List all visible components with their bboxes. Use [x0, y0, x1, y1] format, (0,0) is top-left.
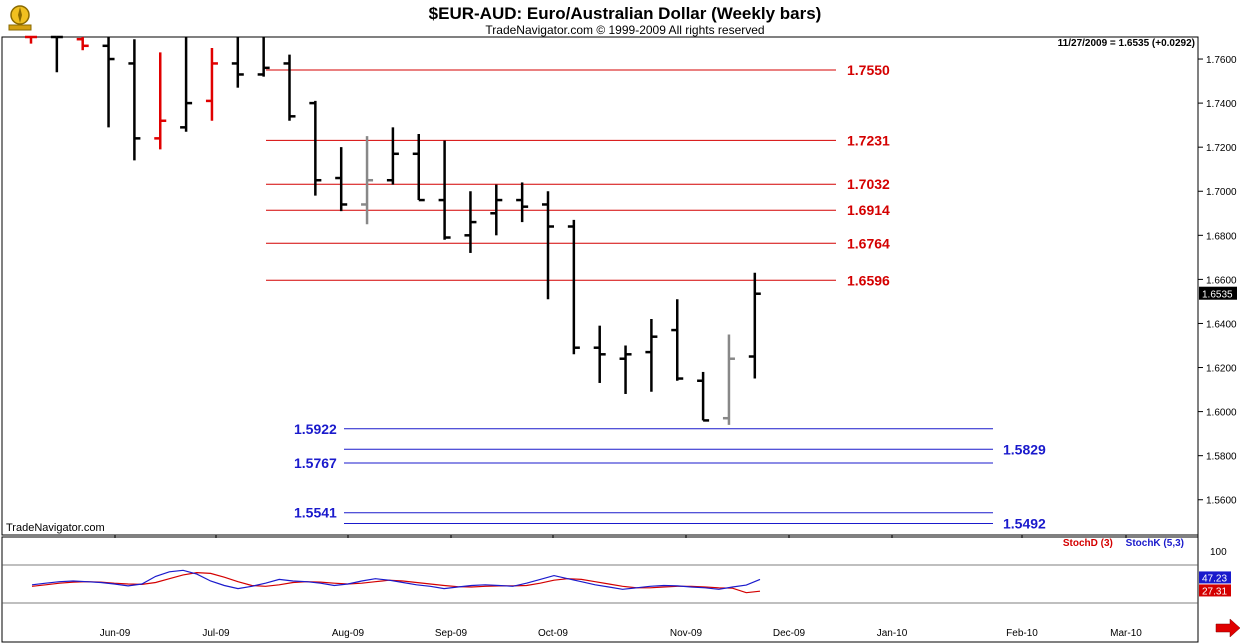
x-tick-label: Nov-09: [670, 628, 703, 639]
ohlc-bar: [490, 184, 503, 236]
ohlc-bar: [231, 37, 244, 88]
support-label: 1.5922: [294, 421, 337, 437]
ohlc-bar: [335, 147, 348, 212]
support-label: 1.5492: [1003, 516, 1046, 532]
stochk-value-label: 47.23: [1202, 573, 1227, 584]
ohlc-bar: [128, 39, 141, 161]
ohlc-bar: [542, 191, 554, 300]
support-label: 1.5829: [1003, 441, 1046, 457]
ohlc-bar: [154, 52, 167, 150]
ohlc-bar: [25, 35, 37, 44]
chart-title: $EUR-AUD: Euro/Australian Dollar (Weekly…: [428, 4, 822, 23]
y-tick-label: 1.7000: [1206, 187, 1237, 198]
ohlc-bar: [464, 191, 477, 253]
x-tick-label: Dec-09: [773, 628, 806, 639]
x-tick-label: Jun-09: [100, 628, 131, 639]
ohlc-bar: [283, 54, 296, 121]
ohlc-bar: [386, 127, 399, 185]
y-tick-label: 1.7200: [1206, 143, 1237, 154]
last-quote: 11/27/2009 = 1.6535 (+0.0292): [1057, 38, 1195, 49]
ohlc-bar: [619, 345, 632, 394]
support-label: 1.5767: [294, 455, 337, 471]
y-tick-label: 1.6600: [1206, 275, 1237, 286]
y-tick-label: 1.5800: [1206, 452, 1237, 463]
stochk-line: [31, 569, 761, 590]
ohlc-bar: [516, 182, 529, 223]
ohlc-bar: [76, 37, 89, 51]
ohlc-bar: [593, 325, 606, 383]
current-price-tag: [1199, 286, 1237, 300]
stochk-value-tag: [1199, 571, 1231, 584]
support-label: 1.5541: [294, 505, 337, 521]
ohlc-bar: [697, 371, 710, 422]
ohlc-bar: [438, 140, 451, 240]
price-panel-frame: [1, 36, 1199, 536]
y-tick-label: 1.6400: [1206, 319, 1237, 330]
ohlc-bar: [412, 133, 425, 202]
ohlc-bar: [645, 319, 658, 392]
resistance-label: 1.6914: [847, 202, 890, 218]
x-tick-label: Jul-09: [202, 628, 230, 639]
current-price-label: 1.6535: [1202, 290, 1233, 301]
resistance-label: 1.7032: [847, 176, 890, 192]
ohlc-bar: [50, 35, 63, 73]
compass-logo-icon: [8, 5, 32, 31]
ohlc-bar: [205, 48, 218, 121]
resistance-label: 1.7231: [847, 132, 890, 148]
y-tick-label: 1.6000: [1206, 408, 1237, 419]
ohlc-bar: [309, 100, 322, 196]
ohlc-bar: [180, 37, 193, 132]
copyright-subtitle: TradeNavigator.com © 1999-2009 All right…: [485, 23, 765, 37]
stoch-axis-label: 100: [1210, 547, 1227, 558]
ohlc-bar: [257, 37, 270, 77]
stochd-legend-label: StochD (3): [1062, 538, 1113, 549]
scroll-right-arrow-icon: [1215, 618, 1241, 638]
ohlc-bar: [671, 299, 684, 381]
stochastic-legend: StochD (3) StochK (5,3): [1063, 538, 1184, 549]
ohlc-bar: [361, 136, 374, 225]
resistance-label: 1.6596: [847, 272, 890, 288]
ohlc-bar: [748, 272, 761, 379]
ohlc-bar: [722, 334, 735, 425]
x-tick-label: Oct-09: [538, 628, 568, 639]
x-tick-label: Mar-10: [1110, 628, 1142, 639]
watermark-text: TradeNavigator.com: [6, 522, 105, 534]
resistance-label: 1.7550: [847, 62, 890, 78]
y-tick-label: 1.7600: [1206, 55, 1237, 66]
ohlc-bar: [567, 219, 580, 355]
ohlc-bar: [102, 37, 115, 128]
x-tick-label: Jan-10: [877, 628, 908, 639]
stochk-legend-label: StochK (5,3): [1125, 538, 1184, 549]
y-tick-label: 1.5600: [1206, 496, 1237, 507]
stochd-line: [31, 571, 761, 594]
x-tick-label: Feb-10: [1006, 628, 1038, 639]
x-tick-label: Aug-09: [332, 628, 365, 639]
x-tick-label: Sep-09: [435, 628, 468, 639]
stochd-value-tag: [1199, 584, 1231, 597]
y-tick-label: 1.6200: [1206, 364, 1237, 375]
y-tick-label: 1.7400: [1206, 99, 1237, 110]
y-tick-label: 1.6800: [1206, 231, 1237, 242]
resistance-label: 1.6764: [847, 235, 890, 251]
indicator-panel-frame: [1, 536, 1199, 643]
stochd-value-label: 27.31: [1202, 586, 1227, 597]
